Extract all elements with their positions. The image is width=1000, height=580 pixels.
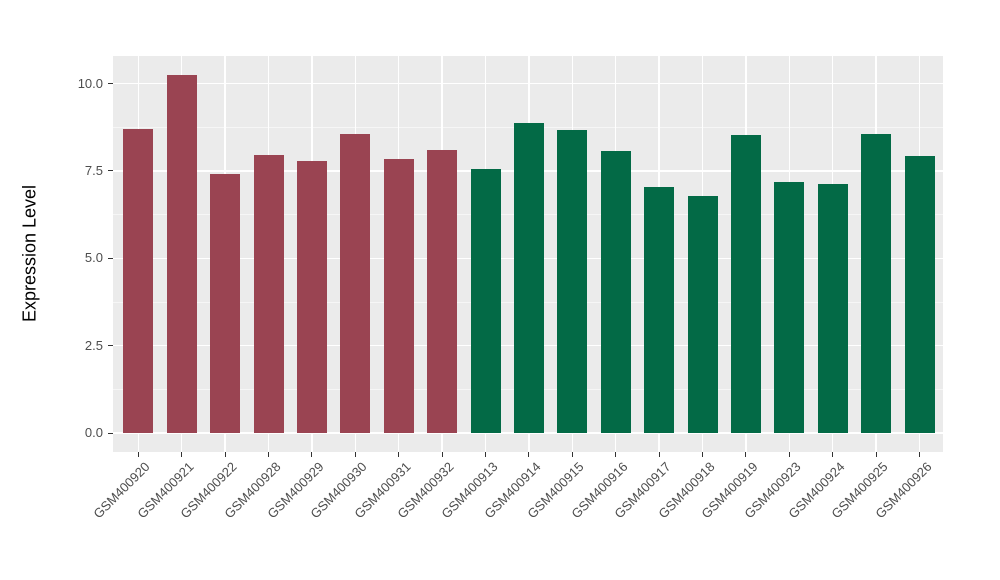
bar: [513, 122, 544, 433]
y-tick-label: 7.5: [84, 162, 103, 178]
bar: [644, 187, 675, 433]
x-tick-mark: [702, 452, 703, 457]
bar: [861, 134, 892, 433]
bar: [470, 169, 501, 433]
x-tick-mark: [137, 452, 139, 457]
y-tick-label: 0.0: [84, 425, 103, 440]
bar: [166, 74, 197, 433]
x-tick-mark: [224, 452, 226, 457]
bar: [904, 156, 935, 433]
bar: [383, 158, 414, 433]
bar: [210, 174, 241, 433]
x-tick-mark: [745, 452, 747, 457]
bar: [687, 196, 718, 433]
y-tick-mark: [108, 170, 113, 172]
x-tick-mark: [268, 452, 269, 457]
bar: [427, 149, 458, 433]
x-tick-mark: [528, 452, 530, 457]
x-tick-mark: [181, 452, 183, 457]
y-tick-mark: [108, 345, 113, 347]
x-tick-mark: [788, 452, 790, 457]
y-tick-label: 2.5: [84, 337, 103, 353]
x-tick-mark: [571, 452, 573, 457]
plot-panel: [113, 56, 943, 452]
bar: [296, 161, 327, 433]
x-tick-mark: [875, 452, 877, 457]
gridline-major-horizontal: [113, 432, 943, 434]
y-tick-mark: [108, 432, 113, 434]
x-tick-mark: [354, 452, 356, 457]
bar: [557, 129, 588, 433]
bar: [340, 134, 371, 433]
bar: [730, 135, 761, 433]
x-tick-mark: [658, 452, 660, 457]
x-tick-mark: [398, 452, 400, 457]
x-tick-mark: [919, 452, 920, 457]
x-tick-mark: [441, 452, 443, 457]
y-tick-mark: [108, 83, 113, 84]
x-tick-mark: [311, 452, 313, 457]
y-tick-label: 5.0: [84, 250, 103, 266]
y-tick-mark: [108, 257, 113, 259]
bar: [600, 150, 631, 433]
x-tick-mark: [615, 452, 617, 457]
bar: [253, 155, 284, 433]
bar: [817, 183, 848, 433]
x-tick-mark: [832, 452, 834, 457]
bar: [123, 128, 154, 433]
x-tick-mark: [485, 452, 486, 457]
y-tick-label: 10.0: [77, 75, 103, 91]
bar: [774, 182, 805, 433]
gridline-major-horizontal: [113, 82, 943, 85]
